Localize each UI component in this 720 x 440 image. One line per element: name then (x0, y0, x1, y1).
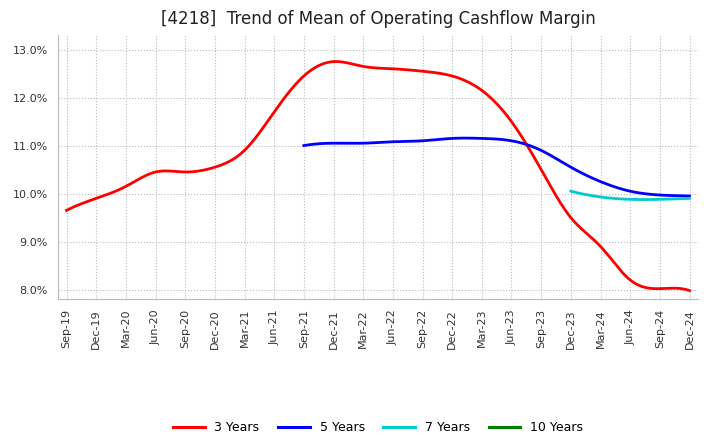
Title: [4218]  Trend of Mean of Operating Cashflow Margin: [4218] Trend of Mean of Operating Cashfl… (161, 10, 595, 28)
3 Years (513, 128, 522, 133)
7 Years (581, 192, 590, 197)
5 Years (346, 141, 354, 146)
5 Years (426, 138, 434, 143)
3 Years (137, 175, 145, 180)
3 Years (516, 133, 525, 138)
5 Years (685, 193, 694, 198)
7 Years (642, 197, 650, 202)
5 Years (300, 143, 308, 148)
3 Years (685, 288, 694, 293)
7 Years (613, 196, 622, 202)
7 Years (567, 189, 575, 194)
Legend: 3 Years, 5 Years, 7 Years, 10 Years: 3 Years, 5 Years, 7 Years, 10 Years (168, 416, 588, 439)
3 Years (265, 116, 274, 121)
5 Years (543, 151, 552, 156)
Line: 5 Years: 5 Years (304, 138, 690, 196)
Line: 7 Years: 7 Years (571, 191, 690, 200)
7 Years (639, 197, 648, 202)
5 Years (461, 136, 469, 141)
3 Years (330, 59, 339, 64)
Line: 3 Years: 3 Years (66, 62, 690, 290)
3 Years (456, 76, 464, 81)
7 Years (653, 197, 662, 202)
5 Years (579, 171, 588, 176)
3 Years (309, 66, 318, 71)
3 Years (62, 208, 71, 213)
7 Years (606, 195, 614, 201)
5 Years (581, 172, 590, 177)
7 Years (685, 196, 694, 201)
5 Years (452, 136, 461, 141)
7 Years (652, 197, 661, 202)
